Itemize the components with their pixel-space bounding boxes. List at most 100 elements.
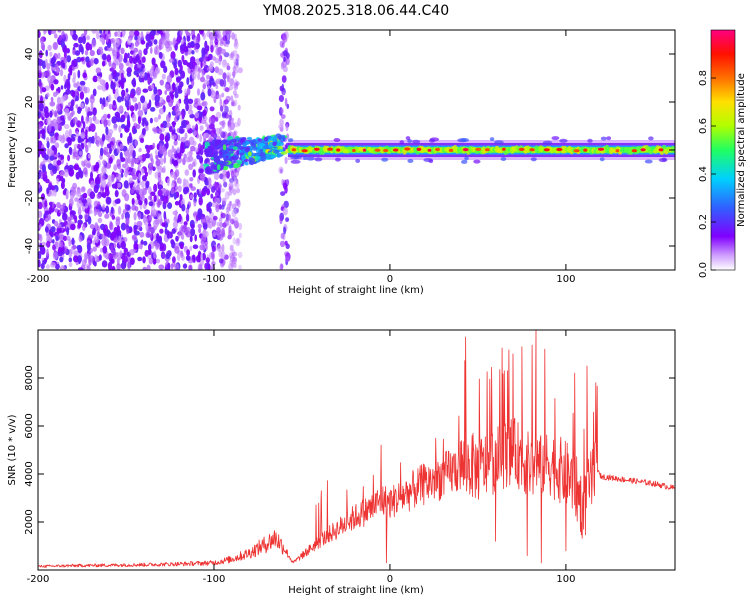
noise-cell bbox=[170, 93, 174, 99]
noise-cell bbox=[220, 204, 225, 210]
noise-cell bbox=[166, 74, 173, 84]
noise-cell bbox=[177, 85, 183, 90]
noise-cell bbox=[89, 204, 93, 210]
noise-cell bbox=[233, 42, 237, 48]
noise-cell bbox=[189, 113, 195, 119]
noise-cell bbox=[227, 124, 233, 132]
noise-cell bbox=[162, 165, 166, 174]
noise-cell bbox=[190, 41, 195, 47]
noise-cell bbox=[84, 49, 89, 56]
noise-cell bbox=[219, 127, 223, 135]
noise-cell bbox=[219, 78, 225, 87]
noise-cell bbox=[120, 157, 126, 163]
carrier-cell bbox=[202, 163, 210, 168]
noise-cell bbox=[234, 69, 238, 74]
noise-cell bbox=[38, 30, 41, 38]
carrier-peak bbox=[597, 147, 605, 151]
noise-cell bbox=[161, 222, 166, 228]
noise-cell bbox=[112, 249, 116, 258]
noise-cell bbox=[106, 229, 111, 236]
noise-cell bbox=[62, 62, 66, 69]
noise-cell bbox=[54, 33, 58, 39]
noise-cell bbox=[164, 90, 167, 95]
noise-cell bbox=[183, 187, 188, 195]
noise-cell bbox=[177, 88, 183, 94]
noise-cell bbox=[205, 257, 210, 264]
noise-cell bbox=[284, 257, 291, 263]
noise-cell bbox=[221, 197, 227, 205]
noise-cell bbox=[164, 83, 170, 90]
noise-cell bbox=[155, 44, 159, 51]
carrier-peak bbox=[362, 148, 367, 152]
carrier-cell bbox=[265, 153, 271, 160]
noise-cell bbox=[134, 139, 138, 147]
carrier-cell bbox=[258, 143, 266, 147]
noise-cell bbox=[81, 115, 84, 124]
carrier-cell bbox=[257, 138, 263, 142]
noise-cell bbox=[203, 48, 208, 55]
noise-cell bbox=[219, 98, 223, 107]
noise-cell bbox=[232, 66, 236, 72]
carrier-cell bbox=[252, 146, 258, 151]
noise-cell bbox=[196, 188, 200, 196]
noise-cell bbox=[60, 241, 64, 248]
noise-cell bbox=[68, 128, 72, 137]
noise-cell bbox=[92, 227, 96, 236]
y-tick-label: 2000 bbox=[24, 509, 35, 534]
noise-cell bbox=[166, 122, 171, 128]
noise-cell bbox=[211, 251, 215, 259]
colorbar: 0.0 0.2 0.4 0.6 0.8 Normalized spectral ampl… bbox=[698, 29, 747, 278]
noise-cell bbox=[78, 234, 83, 243]
noise-cell bbox=[45, 217, 49, 223]
noise-cell bbox=[125, 100, 130, 108]
noise-cell bbox=[121, 30, 125, 38]
noise-cell bbox=[187, 98, 194, 105]
noise-cell bbox=[284, 156, 288, 165]
noise-cell bbox=[124, 169, 128, 178]
noise-cell bbox=[210, 193, 214, 199]
noise-cell bbox=[61, 212, 68, 221]
noise-cell bbox=[109, 147, 112, 154]
noise-cell bbox=[221, 59, 227, 68]
noise-cell bbox=[199, 134, 203, 143]
noise-cell bbox=[89, 116, 93, 125]
noise-cell bbox=[174, 169, 180, 178]
noise-cell bbox=[135, 86, 142, 96]
carrier-sidelobe bbox=[551, 136, 560, 141]
noise-cell bbox=[236, 238, 240, 244]
carrier-cell bbox=[233, 156, 238, 160]
noise-cell bbox=[116, 30, 121, 38]
spectrogram-carrier-trace bbox=[285, 136, 675, 164]
noise-cell bbox=[170, 187, 175, 195]
noise-cell bbox=[180, 250, 184, 257]
carrier-cell bbox=[263, 136, 269, 142]
noise-cell bbox=[234, 93, 239, 99]
noise-cell bbox=[116, 96, 123, 103]
noise-cell bbox=[75, 189, 82, 197]
noise-cell bbox=[195, 123, 199, 132]
noise-cell bbox=[214, 38, 219, 45]
noise-cell bbox=[167, 262, 171, 269]
noise-cell bbox=[145, 224, 149, 232]
noise-cell bbox=[72, 244, 77, 250]
noise-cell bbox=[127, 120, 131, 128]
noise-cell bbox=[218, 187, 221, 195]
noise-cell bbox=[198, 196, 203, 206]
carrier-sidelobe bbox=[303, 156, 308, 160]
noise-cell bbox=[100, 32, 106, 39]
carrier-sidelobe bbox=[587, 138, 593, 143]
noise-cell bbox=[197, 72, 201, 80]
carrier-sidelobe bbox=[644, 159, 653, 164]
noise-cell bbox=[211, 118, 216, 124]
carrier-cell bbox=[221, 149, 227, 153]
noise-cell bbox=[96, 193, 102, 200]
noise-cell bbox=[235, 237, 241, 247]
noise-cell bbox=[138, 49, 143, 58]
noise-cell bbox=[95, 67, 102, 74]
noise-cell bbox=[38, 65, 42, 73]
noise-cell bbox=[281, 75, 287, 83]
carrier-cell bbox=[270, 155, 275, 159]
noise-cell bbox=[208, 207, 212, 214]
noise-cell bbox=[186, 77, 190, 86]
noise-cell bbox=[202, 61, 207, 67]
